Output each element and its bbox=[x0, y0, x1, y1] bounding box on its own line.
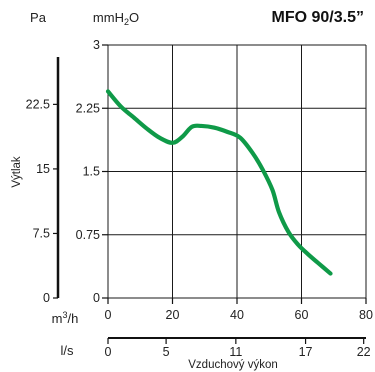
left-tick-label: 15 bbox=[36, 162, 50, 176]
secondary-x-axis-label: Vzduchový výkon bbox=[188, 359, 278, 371]
secondary-x-axis-unit: l/s bbox=[61, 343, 75, 358]
secondary-x-tick-label: 0 bbox=[105, 345, 112, 359]
x-tick-label: 80 bbox=[359, 308, 373, 322]
x-axis-unit: m3/h bbox=[52, 310, 79, 326]
left-tick-label: 0 bbox=[43, 291, 50, 305]
x-unit-suffix: /h bbox=[68, 311, 79, 326]
x-tick-label: 0 bbox=[105, 308, 112, 322]
secondary-x-tick-label: 5 bbox=[163, 345, 170, 359]
y-tick-label: 2.25 bbox=[76, 101, 100, 115]
series-layer bbox=[105, 89, 333, 276]
x-unit-sup: 3 bbox=[62, 310, 67, 320]
axes-layer bbox=[53, 44, 367, 344]
y-tick-label: 0 bbox=[93, 291, 100, 305]
series-line-fan-curve bbox=[105, 89, 333, 276]
y-unit-prefix: mmH bbox=[93, 10, 124, 25]
ticks-layer: 0 0.75 1.5 2.25 3 0 7.5 15 22.5 0 20 40 60 80 0 5 11 17 22 bbox=[26, 38, 373, 359]
secondary-x-tick-label: 17 bbox=[299, 345, 313, 359]
left-tick-label: 22.5 bbox=[26, 97, 50, 111]
x-tick-label: 60 bbox=[295, 308, 309, 322]
x-tick-label: 20 bbox=[166, 308, 180, 322]
x-unit-prefix: m bbox=[52, 311, 63, 326]
secondary-x-tick-label: 11 bbox=[229, 345, 242, 359]
y-unit-suffix: O bbox=[129, 10, 139, 25]
y-axis-unit: mmH2O bbox=[93, 10, 139, 27]
chart-title: MFO 90/3.5” bbox=[272, 9, 364, 26]
left-tick-label: 7.5 bbox=[33, 226, 50, 240]
left-axis-unit: Pa bbox=[30, 10, 47, 25]
y-unit-sub: 2 bbox=[124, 17, 129, 27]
secondary-x-tick-label: 22 bbox=[357, 345, 371, 359]
left-axis-label: Výtlak bbox=[11, 156, 23, 188]
y-tick-label: 1.5 bbox=[83, 165, 100, 179]
y-tick-label: 3 bbox=[93, 38, 100, 52]
x-tick-label: 40 bbox=[230, 308, 244, 322]
y-tick-label: 0.75 bbox=[76, 228, 100, 242]
grid-layer bbox=[107, 44, 367, 299]
